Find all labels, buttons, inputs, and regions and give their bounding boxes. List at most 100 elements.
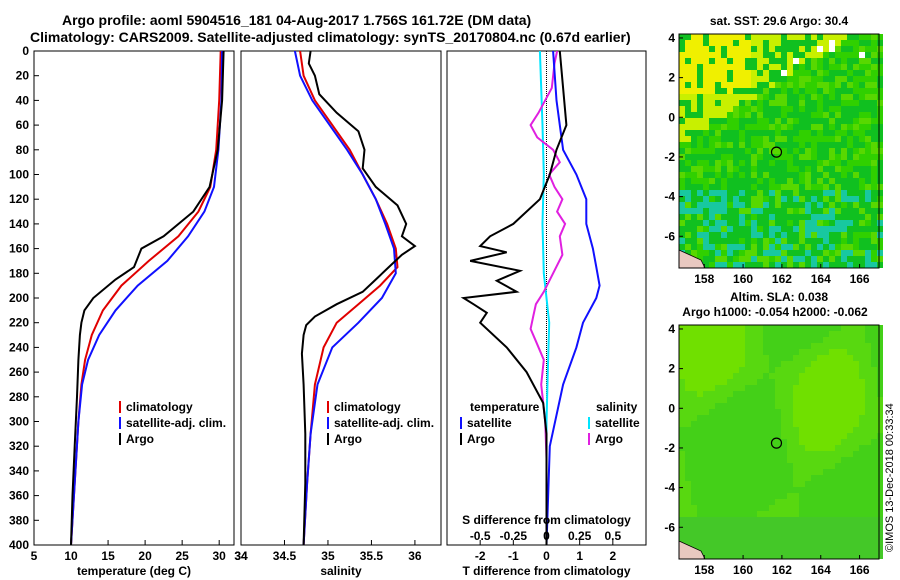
map-cell	[703, 547, 709, 553]
map-cell	[817, 445, 823, 451]
map-cell	[679, 523, 685, 529]
map-cell	[793, 343, 799, 349]
map-cell	[841, 166, 847, 172]
map-cell	[775, 184, 781, 190]
map-cell	[757, 547, 763, 553]
map-cell	[703, 232, 709, 238]
map-cell	[781, 523, 787, 529]
map-cell	[691, 178, 697, 184]
map-cell	[787, 112, 793, 118]
map-cell	[841, 154, 847, 160]
map-cell	[865, 166, 871, 172]
map-cell	[769, 481, 775, 487]
map-cell	[877, 184, 883, 190]
map-cell	[841, 361, 847, 367]
map-cell	[781, 427, 787, 433]
map-cell	[853, 487, 859, 493]
map-cell	[835, 535, 841, 541]
map-cell	[781, 367, 787, 373]
map-cell	[859, 421, 865, 427]
map-cell	[727, 475, 733, 481]
map-cell	[709, 232, 715, 238]
map-cell	[715, 523, 721, 529]
map-cell	[817, 208, 823, 214]
salinity-xtick-label: 34.5	[273, 549, 297, 563]
map-cell	[817, 214, 823, 220]
map-cell	[787, 451, 793, 457]
map-cell	[781, 457, 787, 463]
map-cell	[751, 541, 757, 547]
map-cell	[811, 160, 817, 166]
map-cell	[775, 385, 781, 391]
map-cell	[877, 130, 883, 136]
map-cell	[847, 457, 853, 463]
sst-map-xtick-label: 166	[850, 272, 870, 286]
map-cell	[853, 493, 859, 499]
map-cell	[703, 166, 709, 172]
map-cell	[703, 190, 709, 196]
map-cell	[841, 184, 847, 190]
map-cell	[721, 166, 727, 172]
map-cell	[685, 469, 691, 475]
map-cell	[769, 385, 775, 391]
map-cell	[757, 553, 763, 559]
map-cell	[697, 475, 703, 481]
sla-map-ytick-label: 4	[668, 322, 675, 336]
map-cell	[859, 70, 865, 76]
map-cell	[865, 343, 871, 349]
map-cell	[817, 148, 823, 154]
map-cell	[757, 148, 763, 154]
map-cell	[697, 355, 703, 361]
map-cell	[739, 100, 745, 106]
map-cell	[793, 40, 799, 46]
map-cell	[721, 469, 727, 475]
map-cell	[817, 64, 823, 70]
map-cell	[757, 136, 763, 142]
sst-map-argo-marker	[770, 146, 783, 158]
map-cell	[721, 88, 727, 94]
map-cell	[829, 451, 835, 457]
map-cell	[775, 529, 781, 535]
map-cell	[739, 433, 745, 439]
map-cell	[685, 511, 691, 517]
map-cell	[871, 463, 877, 469]
map-cell	[853, 415, 859, 421]
difference-legend-label: satellite	[595, 416, 640, 430]
map-cell	[823, 100, 829, 106]
map-cell	[865, 427, 871, 433]
map-cell	[865, 256, 871, 262]
map-cell	[727, 112, 733, 118]
map-cell	[787, 166, 793, 172]
map-cell	[817, 190, 823, 196]
map-cell	[817, 553, 823, 559]
map-cell	[805, 70, 811, 76]
map-cell	[781, 166, 787, 172]
map-cell	[757, 40, 763, 46]
map-cell	[835, 349, 841, 355]
map-cell	[697, 112, 703, 118]
map-cell	[733, 130, 739, 136]
map-cell	[739, 451, 745, 457]
map-cell	[745, 106, 751, 112]
map-cell	[865, 385, 871, 391]
map-cell	[733, 34, 739, 40]
map-cell	[703, 439, 709, 445]
map-cell	[853, 178, 859, 184]
map-cell	[763, 373, 769, 379]
map-cell	[853, 88, 859, 94]
map-cell	[709, 415, 715, 421]
map-cell	[841, 451, 847, 457]
map-cell	[829, 499, 835, 505]
map-cell	[739, 178, 745, 184]
map-cell	[841, 118, 847, 124]
map-cell	[793, 106, 799, 112]
map-cell	[841, 52, 847, 58]
map-cell	[859, 106, 865, 112]
map-cell	[787, 481, 793, 487]
map-cell	[823, 226, 829, 232]
map-cell	[811, 481, 817, 487]
map-cell	[871, 535, 877, 541]
map-cell	[823, 457, 829, 463]
difference-xtick-label: -2	[475, 549, 486, 563]
map-cell	[829, 202, 835, 208]
